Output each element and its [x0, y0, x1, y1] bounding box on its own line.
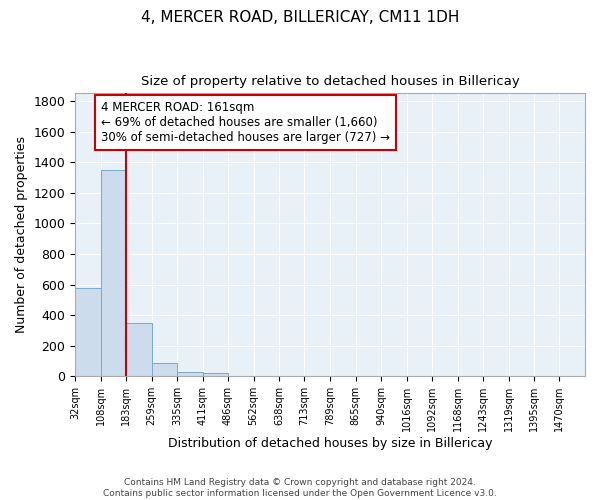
Text: Contains HM Land Registry data © Crown copyright and database right 2024.
Contai: Contains HM Land Registry data © Crown c… [103, 478, 497, 498]
Bar [203, 374, 228, 376]
Bar [152, 362, 177, 376]
Y-axis label: Number of detached properties: Number of detached properties [15, 136, 28, 334]
Bar [177, 372, 203, 376]
Bar [126, 323, 152, 376]
X-axis label: Distribution of detached houses by size in Billericay: Distribution of detached houses by size … [168, 437, 493, 450]
Bar [75, 288, 101, 376]
Text: 4 MERCER ROAD: 161sqm
← 69% of detached houses are smaller (1,660)
30% of semi-d: 4 MERCER ROAD: 161sqm ← 69% of detached … [101, 101, 390, 144]
Title: Size of property relative to detached houses in Billericay: Size of property relative to detached ho… [141, 75, 520, 88]
Text: 4, MERCER ROAD, BILLERICAY, CM11 1DH: 4, MERCER ROAD, BILLERICAY, CM11 1DH [141, 10, 459, 25]
Bar [101, 170, 126, 376]
